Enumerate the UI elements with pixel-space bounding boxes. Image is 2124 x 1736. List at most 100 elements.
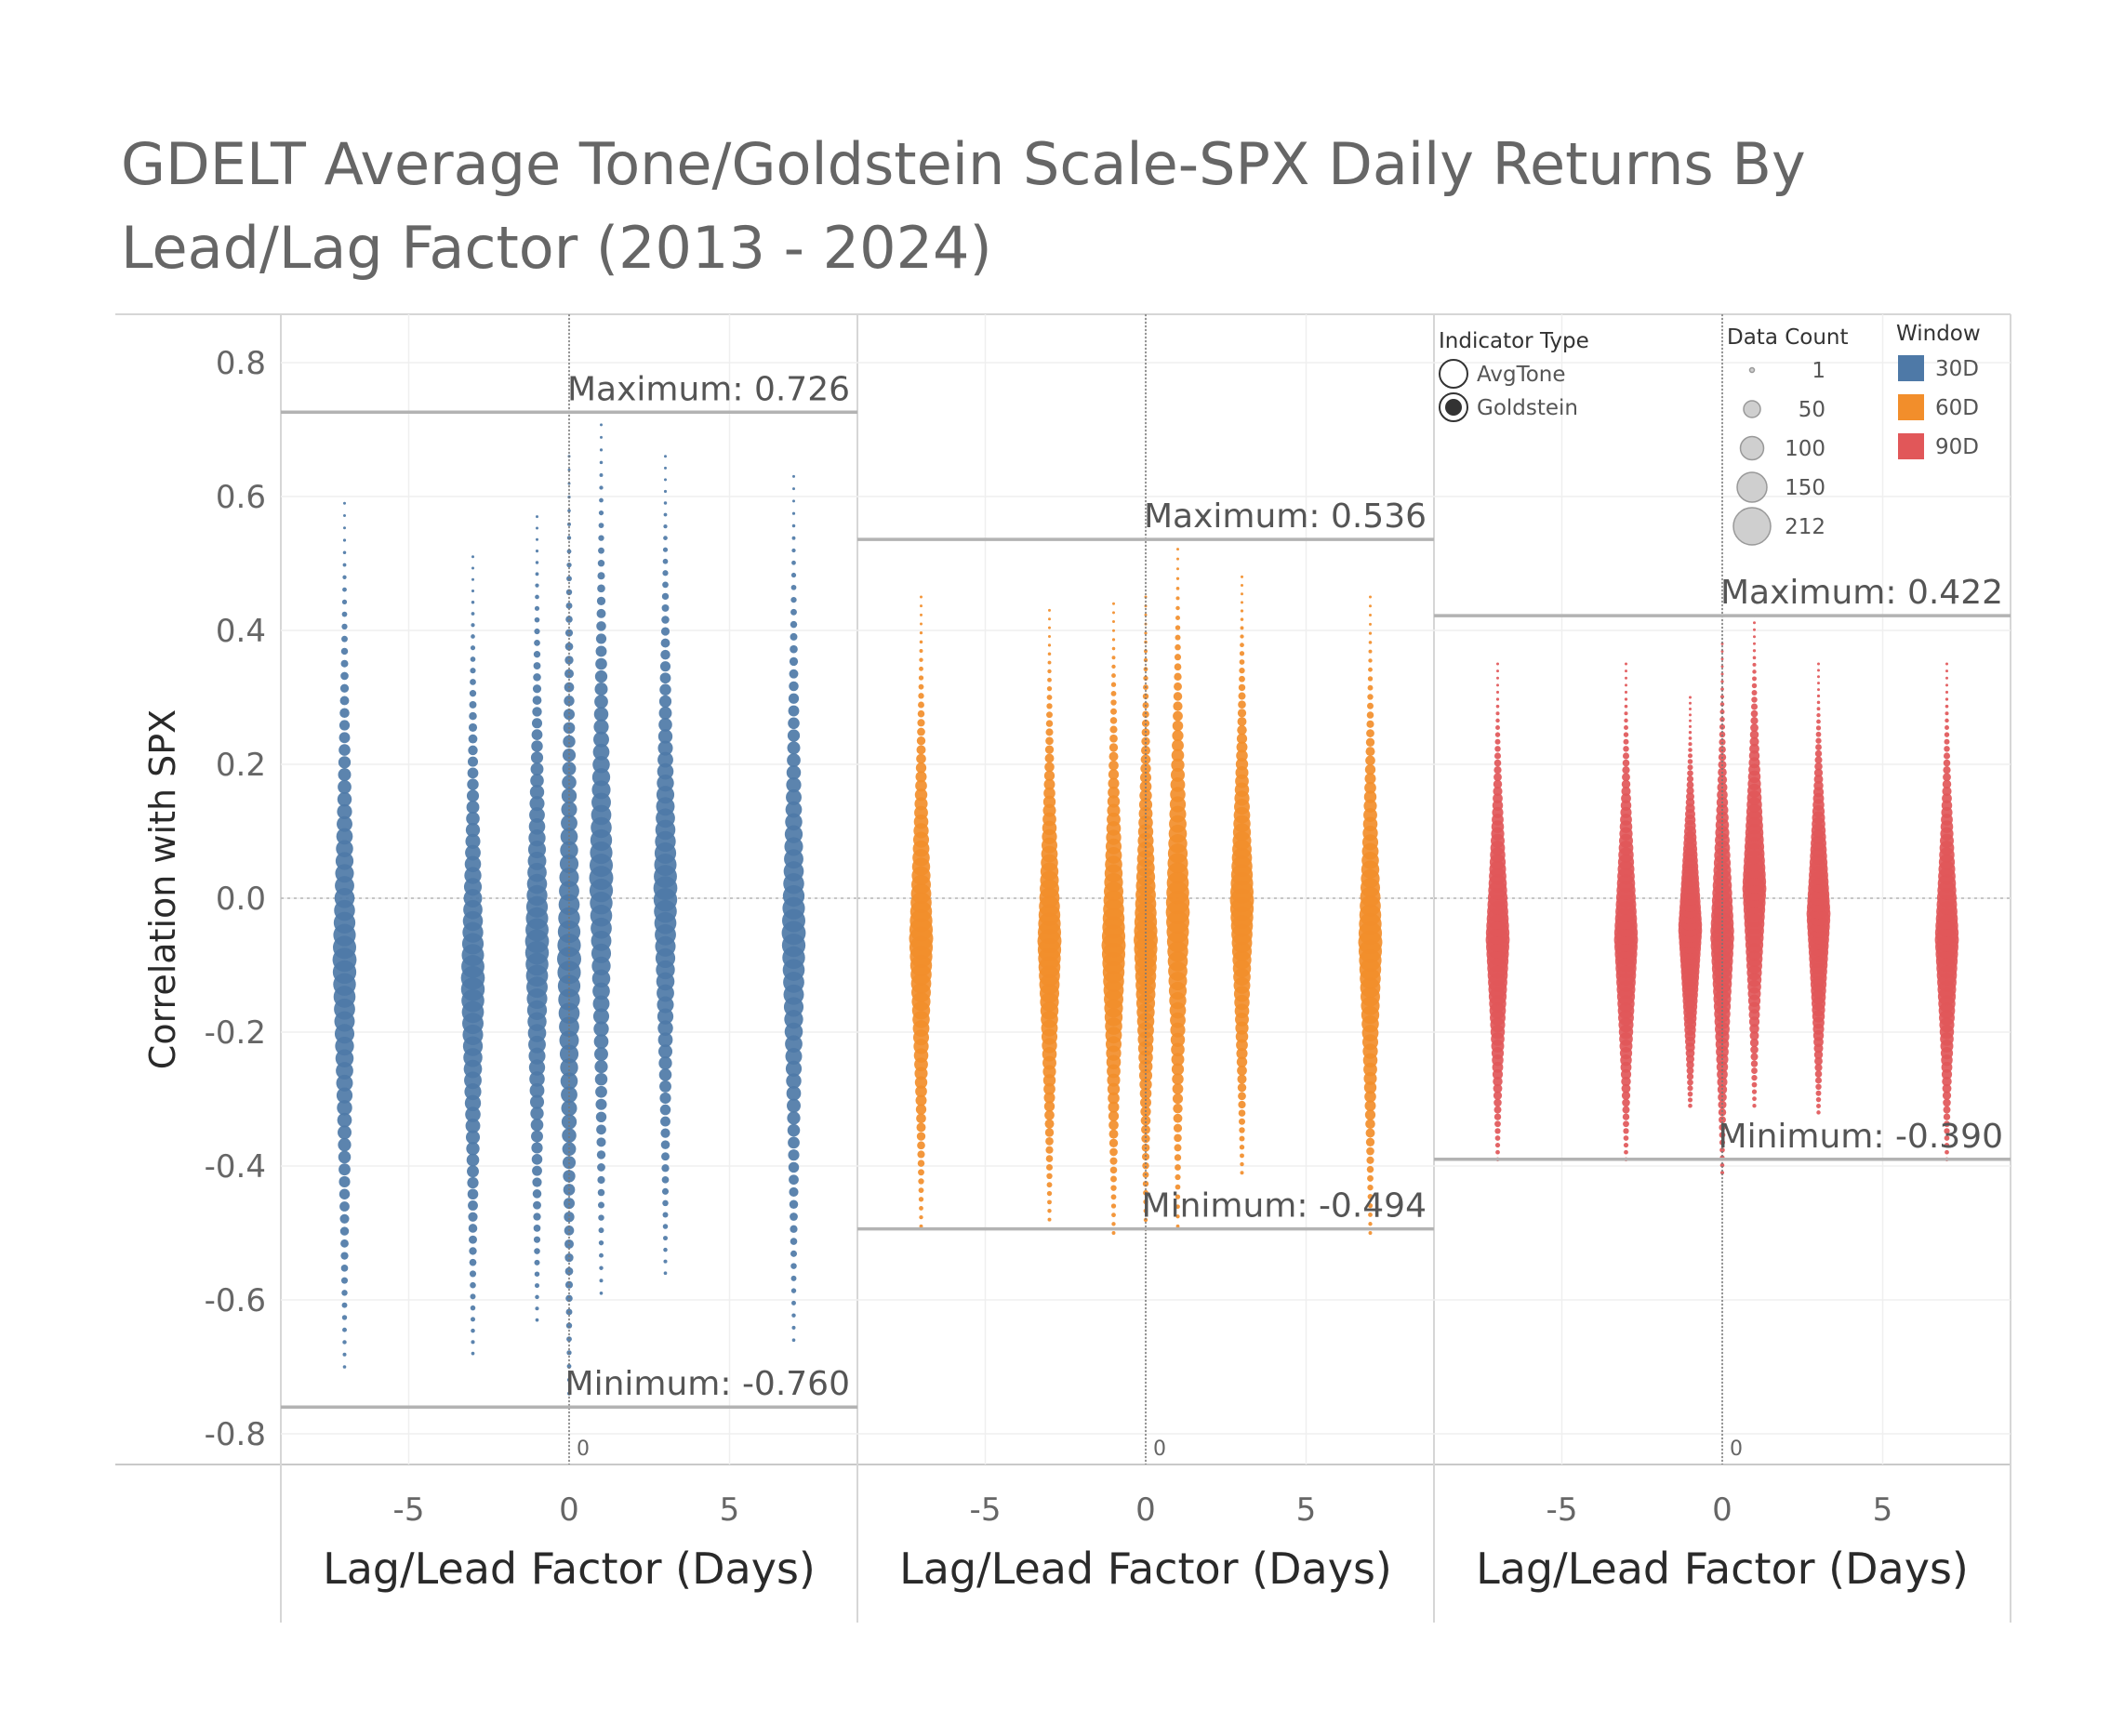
data-point	[789, 681, 799, 692]
strip-60D-day--3	[1037, 608, 1062, 1222]
data-point	[593, 1034, 609, 1049]
data-point	[1108, 1092, 1120, 1105]
data-point	[1367, 676, 1374, 682]
data-point	[1047, 1209, 1052, 1213]
data-point	[657, 729, 673, 744]
data-point	[662, 1224, 669, 1229]
data-point	[598, 510, 604, 516]
data-point	[1749, 1038, 1759, 1048]
x-tick-label: -5	[1547, 1491, 1578, 1529]
data-point	[566, 1363, 572, 1369]
data-point	[1494, 1120, 1501, 1128]
data-point	[599, 448, 604, 452]
data-point	[1366, 1146, 1374, 1156]
data-point	[1048, 617, 1051, 621]
data-point	[1364, 1100, 1376, 1112]
data-point	[788, 705, 800, 717]
data-point	[1108, 1138, 1119, 1147]
data-point	[1043, 770, 1055, 781]
data-point	[1174, 663, 1182, 671]
data-point	[1175, 634, 1181, 641]
data-point	[1816, 694, 1821, 698]
data-point	[1945, 683, 1948, 687]
data-point	[658, 706, 672, 720]
data-point	[1686, 775, 1694, 783]
data-point	[1496, 676, 1499, 680]
data-point	[1172, 720, 1184, 732]
data-point	[470, 1305, 476, 1311]
data-point	[564, 1252, 574, 1263]
data-point	[1752, 1104, 1757, 1108]
data-point	[1944, 746, 1950, 752]
data-point	[1108, 751, 1119, 762]
data-point	[1240, 634, 1244, 639]
data-point	[596, 1124, 606, 1135]
data-point	[1751, 1067, 1758, 1074]
data-point	[1175, 576, 1180, 580]
data-point	[535, 1318, 539, 1322]
data-point	[1687, 764, 1693, 771]
data-point	[1751, 1074, 1758, 1081]
data-point	[593, 731, 609, 748]
data-point	[341, 1290, 348, 1296]
data-point	[591, 780, 611, 800]
data-point	[1140, 1115, 1151, 1126]
data-point	[533, 651, 541, 658]
data-point	[784, 825, 803, 843]
data-point	[599, 1252, 604, 1258]
strip-60D-day--1	[1101, 602, 1126, 1235]
data-point	[594, 1072, 608, 1086]
data-point	[338, 1138, 352, 1152]
data-point	[469, 711, 477, 721]
data-point	[1237, 1065, 1247, 1076]
data-point	[1045, 1146, 1054, 1154]
data-point	[660, 638, 670, 648]
data-point	[592, 995, 610, 1013]
data-point	[1236, 1047, 1248, 1060]
data-point	[1750, 723, 1759, 733]
data-point	[663, 536, 668, 540]
data-point	[532, 1177, 542, 1187]
data-point	[915, 1085, 927, 1098]
data-point	[1752, 642, 1757, 645]
data-point	[342, 563, 347, 567]
data-point	[469, 700, 477, 709]
strip-30D-day-1	[589, 410, 614, 1295]
data-point	[1170, 777, 1186, 792]
data-point	[1942, 1076, 1952, 1087]
data-point	[918, 1169, 924, 1176]
data-point	[1045, 1155, 1054, 1162]
data-point	[915, 762, 927, 774]
data-point	[1495, 697, 1500, 701]
data-point	[595, 1085, 607, 1098]
data-point	[1043, 778, 1055, 790]
data-point	[471, 555, 474, 559]
data-point	[1176, 548, 1179, 551]
data-point	[339, 708, 350, 719]
data-point	[1043, 1092, 1055, 1104]
data-point	[1047, 1217, 1052, 1222]
panel-30D: 0 Maximum: 0.726 Minimum: -0.760 -5 0 5 Lag/Le…	[281, 314, 857, 1594]
data-point	[533, 662, 541, 670]
data-point	[564, 1212, 575, 1223]
data-point	[1110, 682, 1117, 687]
data-point	[1109, 1147, 1118, 1157]
data-point	[657, 1020, 673, 1036]
data-point	[1817, 669, 1820, 672]
data-point	[660, 627, 670, 636]
data-point	[1943, 752, 1951, 760]
data-point	[1815, 1090, 1822, 1096]
data-point	[593, 1021, 609, 1037]
data-point	[1108, 743, 1119, 752]
data-point	[559, 854, 579, 874]
data-point	[1240, 626, 1244, 630]
data-point	[1817, 675, 1820, 679]
data-point	[1138, 798, 1153, 812]
data-point	[335, 864, 354, 883]
data-point	[786, 1085, 802, 1101]
data-point	[1238, 1118, 1246, 1125]
data-point	[1817, 662, 1820, 666]
data-point	[1047, 660, 1052, 665]
data-point	[335, 852, 354, 870]
data-point	[663, 1259, 668, 1264]
